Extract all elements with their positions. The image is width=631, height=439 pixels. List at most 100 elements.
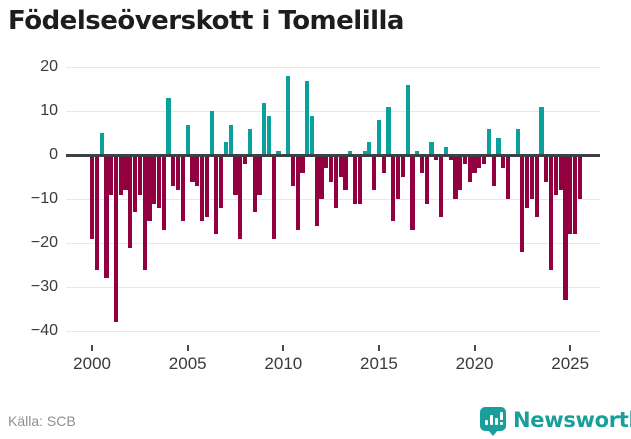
bar-negative — [128, 155, 133, 248]
bar-negative — [548, 155, 554, 270]
bar-positive — [286, 76, 291, 156]
bar-negative — [520, 155, 525, 253]
bar-positive — [262, 102, 267, 156]
bar-negative — [505, 155, 511, 200]
bar-negative — [219, 155, 224, 209]
bar-negative — [572, 155, 578, 235]
x-axis-tick — [282, 345, 285, 351]
bar-negative — [171, 155, 176, 187]
bar-negative — [419, 155, 425, 173]
bar-negative — [439, 155, 444, 217]
bar-negative — [90, 155, 95, 239]
y-axis-label: 20 — [40, 58, 58, 76]
bar-positive — [515, 128, 520, 156]
bar-negative — [333, 155, 339, 209]
bar-positive — [376, 120, 382, 156]
bar-negative — [501, 155, 506, 169]
badge-exclamation-dot-icon — [500, 422, 503, 425]
bar-negative — [453, 155, 458, 200]
bar-negative — [176, 155, 181, 191]
bar-positive — [223, 142, 229, 156]
bar-negative — [204, 155, 209, 217]
bar-negative — [195, 155, 200, 187]
brand-logo[interactable]: Newsworthy — [480, 405, 631, 436]
bar-negative — [290, 155, 295, 187]
bar-negative — [214, 155, 219, 235]
bar-negative — [372, 155, 377, 191]
bar-positive — [496, 137, 501, 156]
bar-positive — [99, 133, 104, 156]
bar-negative — [553, 155, 558, 195]
bar-negative — [152, 155, 157, 204]
bar-negative — [477, 155, 482, 169]
bar-positive — [539, 106, 544, 156]
bar-negative — [314, 155, 319, 226]
badge-chart-bar-icon — [485, 420, 488, 425]
badge-exclamation-icon — [500, 412, 503, 420]
bar-positive — [486, 128, 491, 156]
gridline-y--10 — [66, 198, 600, 200]
bar-negative — [458, 155, 463, 191]
bar-negative — [357, 155, 362, 204]
bar-positive — [185, 124, 190, 156]
bar-negative — [577, 155, 582, 200]
bar-positive — [276, 150, 281, 156]
bar-positive — [209, 111, 214, 156]
x-axis-label: 2000 — [73, 354, 111, 373]
bar-negative — [242, 155, 248, 165]
gridline-y-10 — [66, 110, 600, 112]
bar-negative — [329, 155, 334, 182]
y-axis-label: −30 — [30, 278, 58, 296]
bar-negative — [133, 155, 138, 213]
bar-negative — [118, 155, 123, 195]
y-axis-label: −10 — [30, 190, 58, 208]
bar-positive — [266, 115, 272, 156]
gridline-y--30 — [66, 286, 600, 288]
badge-tail-icon — [488, 430, 498, 436]
bar-negative — [472, 155, 477, 173]
bar-negative — [199, 155, 205, 222]
bar-negative — [324, 155, 329, 169]
bar-negative — [391, 155, 396, 222]
x-axis-tick — [473, 345, 476, 351]
bar-positive — [367, 142, 372, 156]
bar-negative — [190, 155, 195, 182]
bar-negative — [137, 155, 142, 195]
bar-positive — [386, 106, 391, 156]
bar-negative — [424, 155, 429, 204]
bar-negative — [142, 155, 147, 270]
y-axis-label: 0 — [49, 146, 58, 164]
source-credit: Källa: SCB — [8, 413, 76, 429]
bar-negative — [462, 155, 468, 165]
x-axis-tick — [91, 345, 94, 351]
bar-negative — [123, 155, 128, 191]
bar-negative — [482, 155, 487, 165]
bar-negative — [395, 155, 401, 200]
bar-negative — [544, 155, 549, 182]
gridline-y--40 — [66, 330, 600, 332]
bar-negative — [568, 155, 573, 235]
bar-negative — [113, 155, 119, 323]
bar-negative — [448, 155, 453, 160]
bar-negative — [233, 155, 238, 195]
brand-badge-icon — [480, 407, 506, 431]
gridline-y--20 — [66, 242, 600, 244]
y-axis-label: 10 — [40, 102, 58, 120]
bar-positive — [309, 115, 315, 156]
bar-negative — [400, 155, 405, 178]
bar-positive — [228, 124, 233, 156]
bar-negative — [338, 155, 343, 178]
bar-negative — [94, 155, 99, 270]
x-axis-label: 2015 — [360, 354, 398, 373]
bar-negative — [525, 155, 530, 209]
bar-negative — [257, 155, 262, 195]
bar-negative — [238, 155, 243, 239]
bar-negative — [343, 155, 348, 191]
bar-positive — [305, 80, 310, 156]
bar-negative — [104, 155, 109, 279]
bar-positive — [362, 150, 367, 156]
x-axis-label: 2005 — [168, 354, 207, 373]
bar-negative — [491, 155, 496, 187]
x-axis-tick — [569, 345, 572, 351]
bar-negative — [295, 155, 300, 231]
